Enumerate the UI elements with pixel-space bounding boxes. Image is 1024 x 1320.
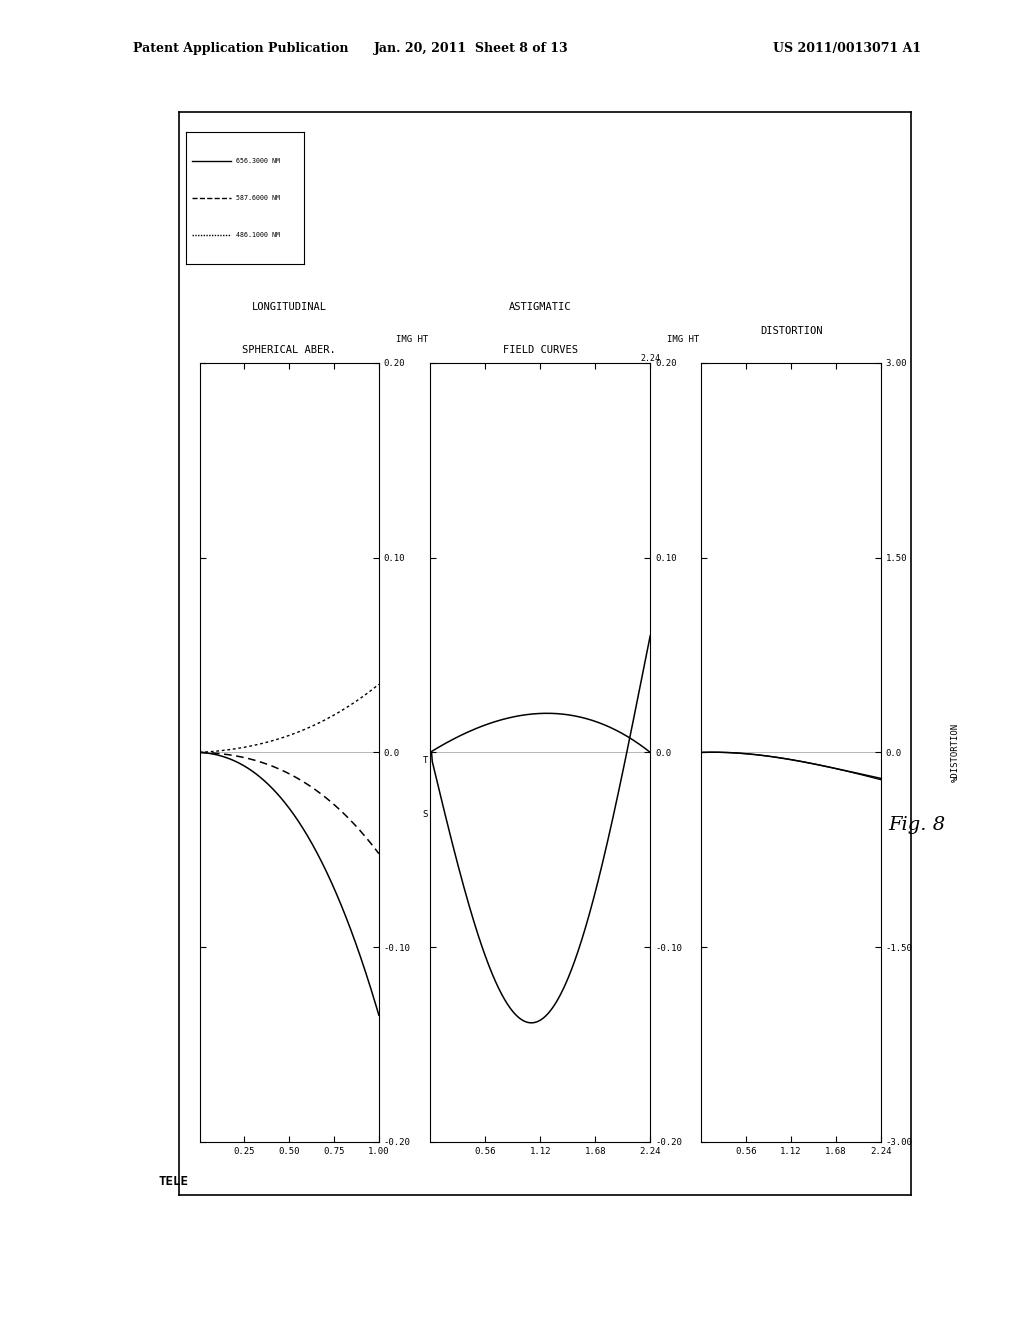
Text: FIELD CURVES: FIELD CURVES — [503, 346, 578, 355]
Text: Jan. 20, 2011  Sheet 8 of 13: Jan. 20, 2011 Sheet 8 of 13 — [374, 42, 568, 55]
Text: TELE: TELE — [159, 1175, 188, 1188]
Y-axis label: FOCUS (MILLIMETERS): FOCUS (MILLIMETERS) — [450, 701, 459, 804]
Text: DISTORTION: DISTORTION — [760, 326, 822, 335]
Text: 2.24: 2.24 — [640, 354, 660, 363]
Text: 587.6000 NM: 587.6000 NM — [236, 195, 280, 201]
Text: T: T — [423, 755, 428, 764]
Text: LONGITUDINAL: LONGITUDINAL — [252, 302, 327, 313]
Text: IMG HT: IMG HT — [395, 334, 428, 343]
Text: 656.3000 NM: 656.3000 NM — [236, 158, 280, 164]
Text: ASTIGMATIC: ASTIGMATIC — [509, 302, 571, 313]
Text: Fig. 8: Fig. 8 — [888, 816, 945, 834]
Y-axis label: FOCUS (MILLIMETERS): FOCUS (MILLIMETERS) — [721, 701, 730, 804]
Text: 486.1000 NM: 486.1000 NM — [236, 232, 280, 238]
Y-axis label: %DISTORTION: %DISTORTION — [951, 723, 961, 781]
Text: Patent Application Publication: Patent Application Publication — [133, 42, 348, 55]
Text: IMG HT: IMG HT — [668, 334, 699, 343]
Text: SPHERICAL ABER.: SPHERICAL ABER. — [243, 346, 336, 355]
Text: US 2011/0013071 A1: US 2011/0013071 A1 — [773, 42, 922, 55]
Text: S: S — [423, 810, 428, 820]
